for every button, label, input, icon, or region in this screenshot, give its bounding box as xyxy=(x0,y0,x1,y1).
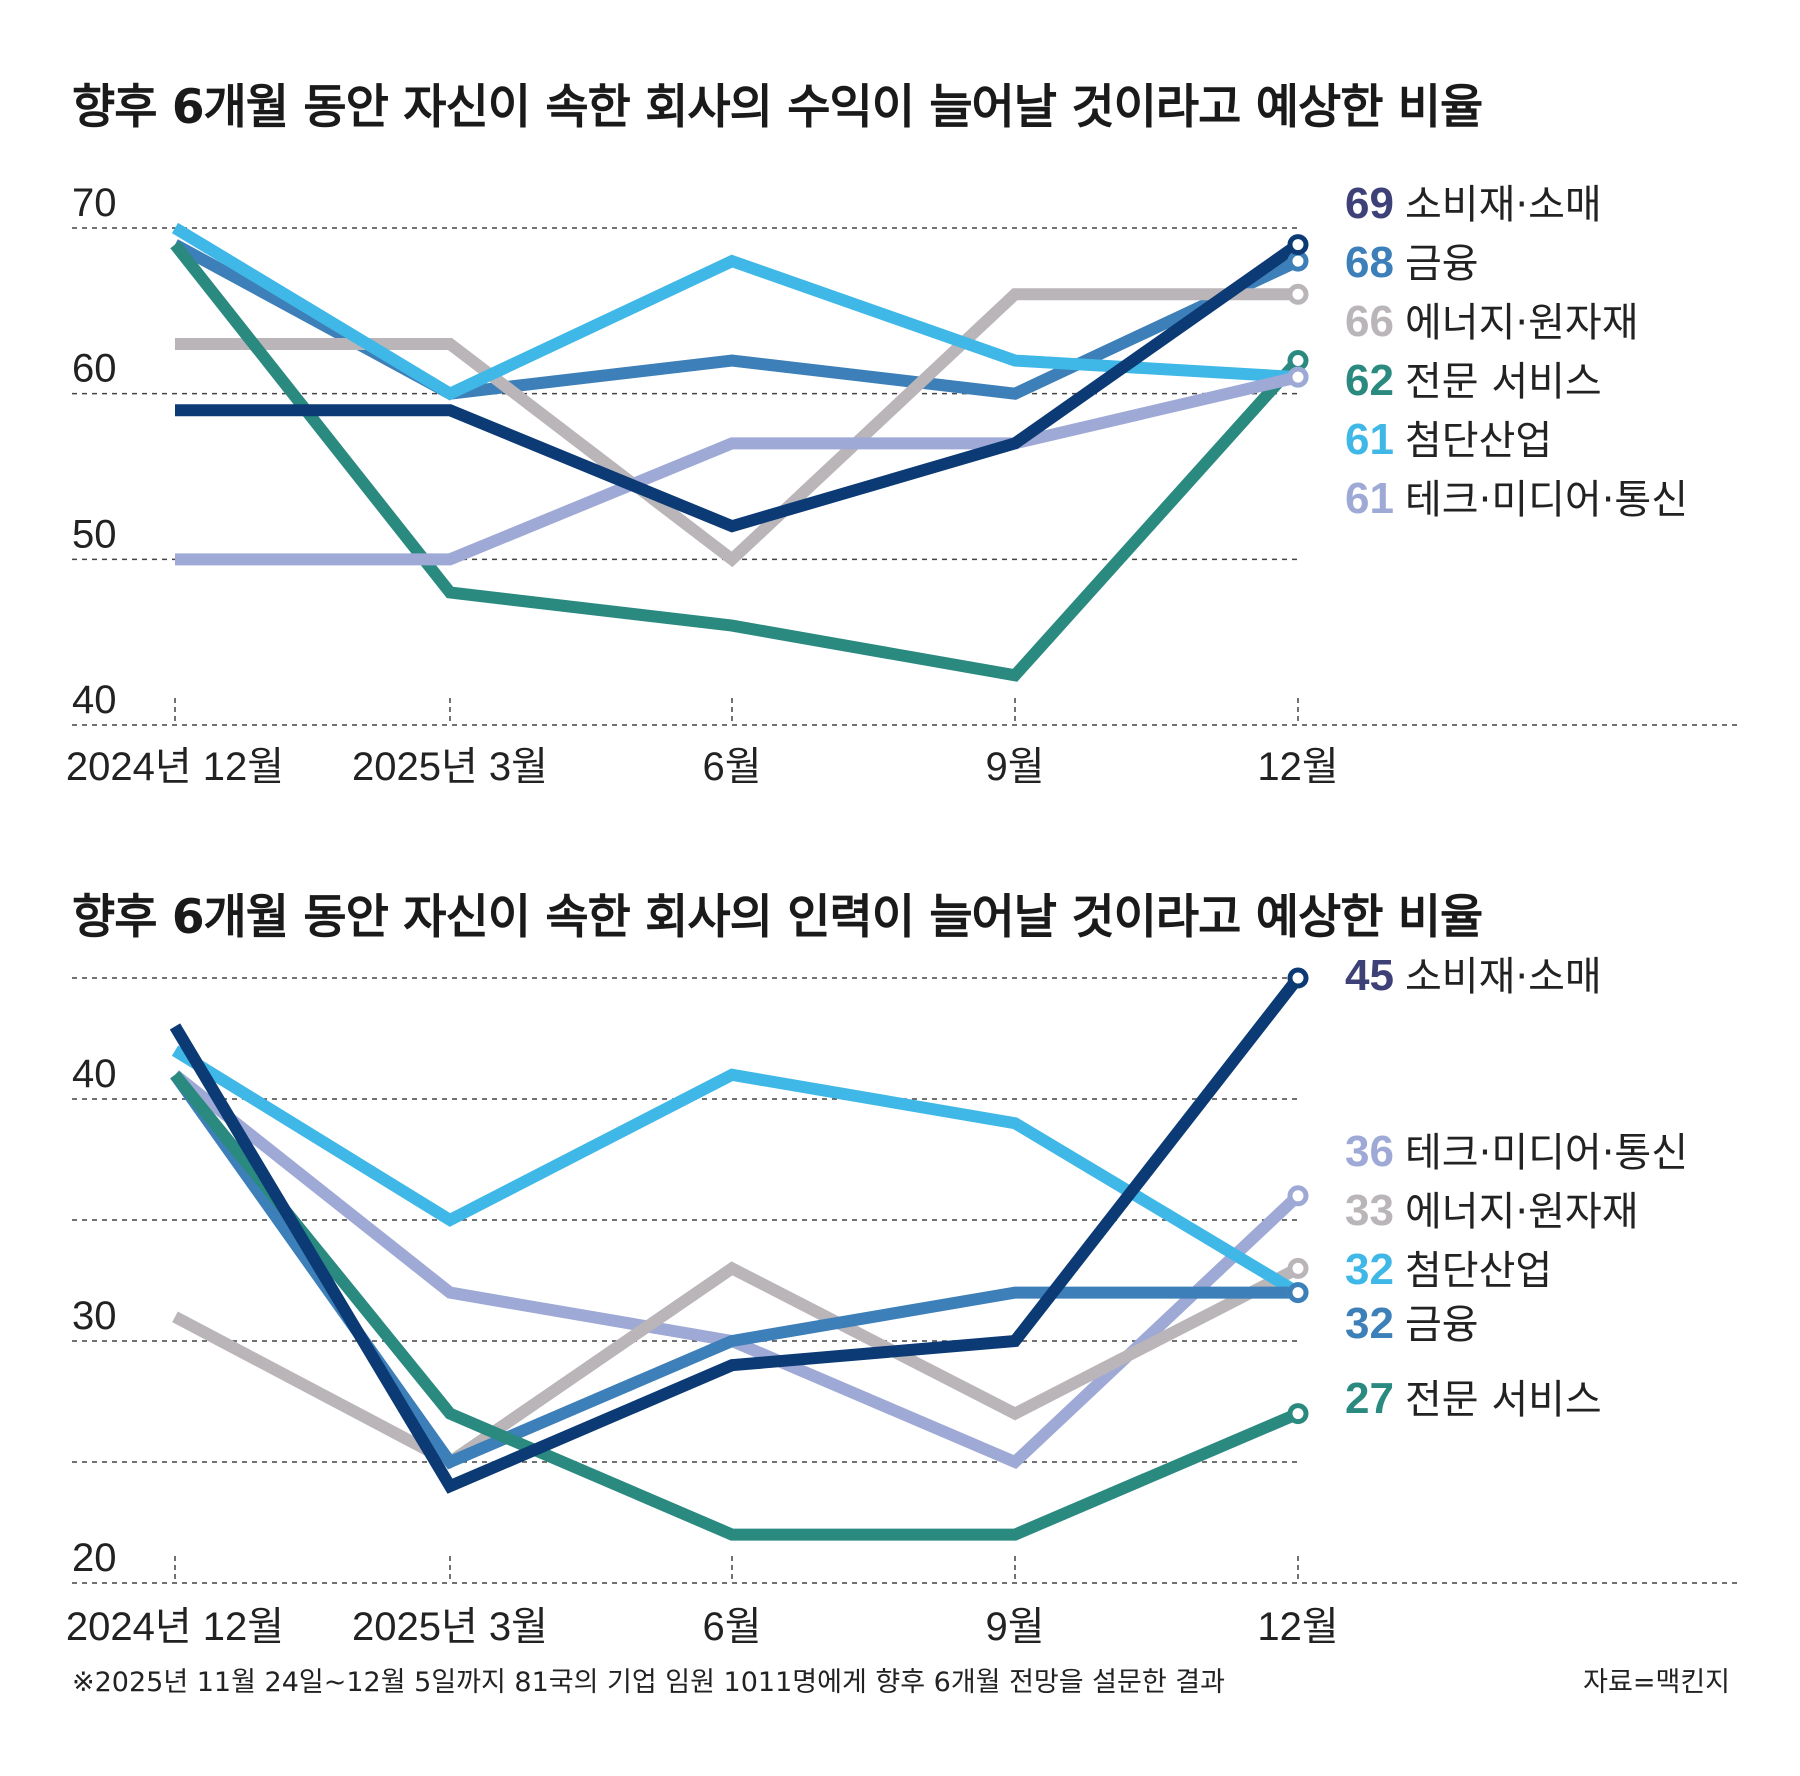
legend-value: 61 xyxy=(1345,474,1394,523)
legend-name: 금융 xyxy=(1405,1302,1479,1348)
legend-value: 68 xyxy=(1345,238,1394,287)
x-tick-label: 2024년 12월 xyxy=(66,745,284,789)
series-end-marker xyxy=(1287,967,1309,989)
x-tick-label: 2024년 12월 xyxy=(66,1605,284,1649)
y-tick-label: 30 xyxy=(72,1294,117,1338)
legend-value: 66 xyxy=(1345,297,1394,346)
series-end-marker xyxy=(1287,366,1309,388)
chart-title-workforce: 향후 6개월 동안 자신이 속한 회사의 인력이 늘어날 것이라고 예상한 비율 xyxy=(72,890,1483,945)
series-end-marker xyxy=(1287,283,1309,305)
series-line-advanced xyxy=(171,1045,1302,1298)
x-tick-label: 9월 xyxy=(985,1605,1044,1649)
revenue-line-chart: 40 50 60 70 2024년 12월 2025년 3월 6월 9월 12월 69 소비재·소매… xyxy=(66,179,1740,789)
legend-name: 테크·미디어·통신 xyxy=(1405,477,1688,523)
legend-value: 32 xyxy=(1345,1245,1394,1294)
x-tick-label: 2025년 3월 xyxy=(352,745,548,789)
legend-value: 45 xyxy=(1345,951,1394,1000)
legend-name: 전문 서비스 xyxy=(1405,1377,1602,1423)
series-end-marker xyxy=(1287,1282,1309,1304)
x-tick-label: 6월 xyxy=(702,1605,761,1649)
legend-name: 에너지·원자재 xyxy=(1405,1189,1639,1235)
legend-name: 첨단산업 xyxy=(1405,1248,1552,1294)
legend-value: 62 xyxy=(1345,356,1394,405)
legend-name: 소비재·소매 xyxy=(1405,954,1602,1000)
source-credit: 자료=맥킨지 xyxy=(1583,1667,1730,1698)
series-line-professional xyxy=(170,1071,1301,1541)
series-line-tech xyxy=(175,371,1300,566)
series-end-marker xyxy=(1287,1257,1309,1279)
workforce-line-chart: 20 30 40 2024년 12월 2025년 3월 6월 9월 12월 45 소비재·소매 36… xyxy=(66,951,1740,1649)
x-tick-label: 6월 xyxy=(702,745,761,789)
legend-name: 에너지·원자재 xyxy=(1405,300,1639,346)
x-tick-label: 2025년 3월 xyxy=(352,1605,548,1649)
x-tick-label: 12월 xyxy=(1257,745,1338,789)
legend-name: 첨단산업 xyxy=(1405,418,1552,464)
legend-name: 금융 xyxy=(1405,241,1479,287)
series-line-energy xyxy=(172,1261,1301,1469)
legend-name: 전문 서비스 xyxy=(1405,359,1602,405)
y-tick-label: 60 xyxy=(72,347,117,391)
footnote: ※2025년 11월 24일~12월 5일까지 81국의 기업 임원 1011명… xyxy=(72,1667,1225,1698)
legend-value: 32 xyxy=(1345,1299,1394,1348)
series-line-advanced xyxy=(171,222,1299,401)
series-line-consumer xyxy=(175,239,1302,533)
series-line-professional xyxy=(170,240,1303,682)
series-end-marker xyxy=(1287,1403,1309,1425)
chart-title-revenue: 향후 6개월 동안 자신이 속한 회사의 수익이 늘어날 것이라고 예상한 비율 xyxy=(72,80,1483,135)
y-tick-label: 70 xyxy=(72,181,117,225)
y-tick-label: 20 xyxy=(72,1536,117,1580)
x-tick-label: 12월 xyxy=(1257,1605,1338,1649)
legend-value: 33 xyxy=(1345,1186,1394,1235)
legend-name: 소비재·소매 xyxy=(1405,182,1602,228)
y-tick-label: 50 xyxy=(72,512,117,556)
series-end-marker xyxy=(1287,234,1309,256)
legend-name: 테크·미디어·통신 xyxy=(1405,1130,1688,1176)
legend-value: 27 xyxy=(1345,1374,1394,1423)
series-end-marker xyxy=(1287,1185,1309,1207)
legend-value: 69 xyxy=(1345,179,1394,228)
y-tick-label: 40 xyxy=(72,678,117,722)
x-tick-label: 9월 xyxy=(985,745,1044,789)
legend-value: 36 xyxy=(1345,1127,1394,1176)
series-line-consumer xyxy=(169,974,1303,1494)
legend-value: 61 xyxy=(1345,415,1394,464)
y-tick-label: 40 xyxy=(72,1052,117,1096)
